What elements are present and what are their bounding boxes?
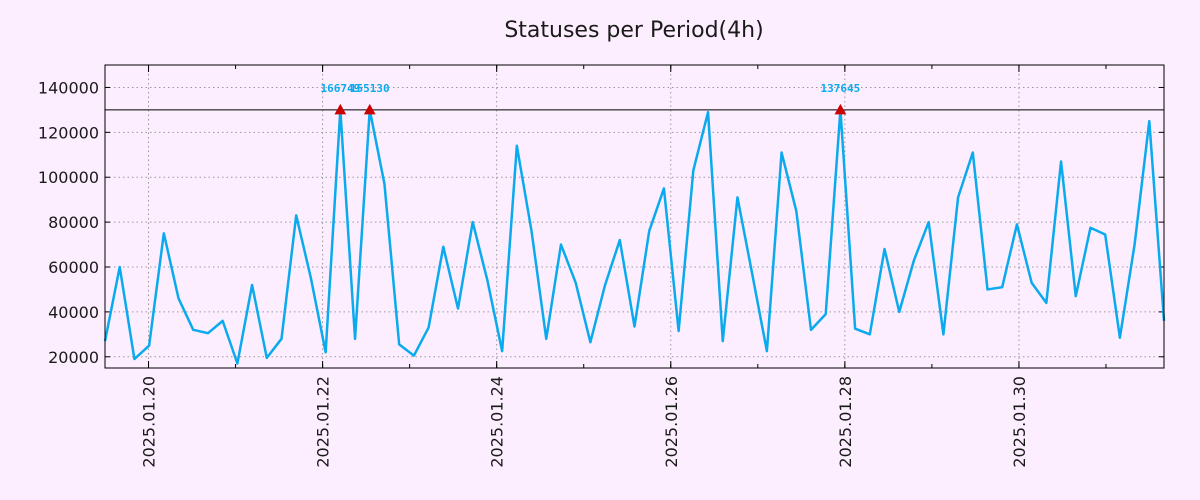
y-axis-labels: 20000 40000 60000 80000 100000 120000 140000 (38, 78, 99, 366)
peak-label: 137645 (821, 82, 861, 95)
peak-label: 166749 (320, 82, 360, 95)
peak-marker (363, 103, 376, 115)
y-tick-label: 140000 (38, 78, 99, 97)
y-tick-label: 120000 (38, 123, 99, 142)
y-tick-label: 20000 (48, 348, 99, 367)
x-tick-label: 2025.01.20 (140, 376, 159, 468)
y-tick-label: 60000 (48, 258, 99, 277)
peak-label: 155130 (350, 82, 390, 95)
series-line (103, 108, 1166, 365)
x-tick-label: 2025.01.30 (1010, 376, 1029, 468)
peak-marker (834, 103, 847, 115)
x-tick-label: 2025.01.24 (488, 376, 507, 468)
series-group (103, 108, 1166, 365)
plot-frame (104, 64, 1165, 369)
y-tick-label: 100000 (38, 168, 99, 187)
x-axis-labels: 2025.01.20 2025.01.22 2025.01.24 2025.01.26… (140, 376, 1029, 468)
grid (105, 65, 1164, 368)
plot-area (105, 65, 1164, 368)
peak-marker (334, 103, 347, 115)
x-tick-label: 2025.01.28 (836, 376, 855, 468)
y-tick-label: 80000 (48, 213, 99, 232)
axis-ticks (105, 65, 1164, 368)
y-tick-label: 40000 (48, 303, 99, 322)
x-tick-label: 2025.01.22 (314, 376, 333, 468)
chart-title: Statuses per Period(4h) (504, 18, 763, 43)
x-tick-label: 2025.01.26 (662, 376, 681, 468)
